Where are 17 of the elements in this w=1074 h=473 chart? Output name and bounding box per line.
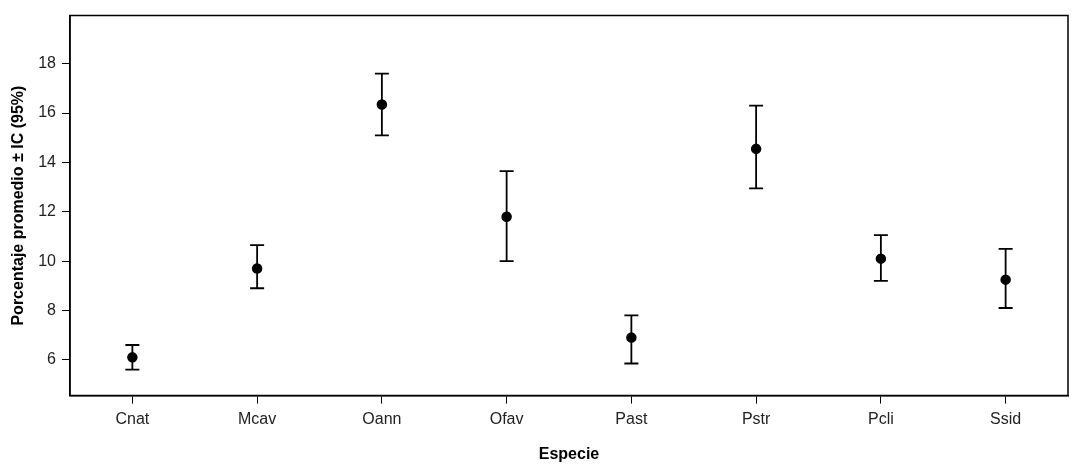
x-tick-label: Ssid	[990, 409, 1022, 427]
y-tick-label: 12	[38, 202, 57, 220]
x-tick-label: Oann	[362, 409, 402, 427]
y-tick-label: 14	[38, 152, 57, 170]
x-tick-label: Ofav	[489, 409, 524, 427]
y-axis-title: Porcentaje promedio ± IC (95%)	[9, 85, 27, 326]
x-tick-label: Mcav	[238, 409, 277, 427]
y-tick-label: 10	[38, 251, 57, 269]
y-tick-label: 16	[38, 103, 57, 121]
x-tick-label: Pcli	[867, 409, 894, 427]
y-tick-label: 6	[47, 350, 57, 368]
x-tick-label: Pstr	[741, 409, 772, 427]
x-tick-label: Past	[615, 409, 648, 427]
x-tick-label: Cnat	[115, 409, 150, 427]
y-tick-label: 18	[38, 54, 57, 72]
x-axis-title: Especie	[538, 444, 600, 462]
y-tick-label: 8	[47, 300, 57, 318]
